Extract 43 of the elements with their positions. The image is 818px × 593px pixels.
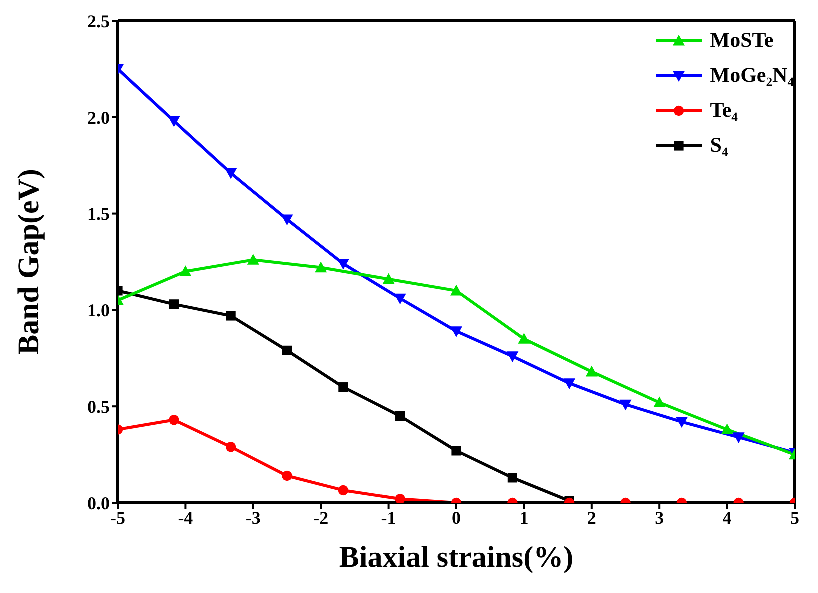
- x-tick-label: 5: [790, 508, 800, 528]
- y-tick-label: 1.0: [88, 300, 110, 321]
- point: [506, 352, 519, 362]
- point: [281, 214, 294, 226]
- y-tick-label: 0.5: [88, 396, 110, 417]
- y-tick-label: 2.5: [88, 11, 110, 32]
- point: [169, 300, 179, 310]
- x-tick-label: -4: [178, 508, 194, 528]
- point: [382, 273, 395, 284]
- legend-label: MoSTe: [710, 28, 774, 53]
- point: [564, 378, 576, 390]
- legend-label: Te₄: [710, 98, 738, 123]
- point: [620, 400, 632, 411]
- x-tick-label: -5: [110, 508, 126, 528]
- point: [180, 266, 192, 276]
- x-tick-label: -2: [314, 508, 329, 528]
- point: [315, 262, 328, 273]
- x-tick-label: 3: [655, 508, 664, 528]
- point: [225, 168, 238, 180]
- x-tick-label: 1: [520, 508, 529, 528]
- legend-label: MoGe₂N₄: [710, 63, 794, 88]
- point: [450, 326, 462, 338]
- point: [450, 284, 462, 296]
- y-tick-label: 2.0: [88, 108, 110, 128]
- y-tick-label: 0.0: [88, 493, 110, 514]
- legend-label: S₄: [710, 133, 728, 158]
- point: [586, 366, 598, 377]
- x-tick-label: -3: [246, 508, 261, 528]
- point: [394, 294, 406, 305]
- point: [247, 254, 260, 265]
- point: [338, 382, 348, 392]
- point: [518, 333, 530, 344]
- x-tick-label: 4: [722, 508, 732, 528]
- point: [282, 346, 292, 356]
- y-tick-label: 1.5: [88, 204, 110, 224]
- x-tick-label: -1: [381, 508, 396, 528]
- point: [226, 311, 236, 321]
- y-axis-title: Band Gap(eV): [12, 169, 46, 355]
- x-axis-title: Biaxial strains(%): [339, 541, 574, 574]
- point: [168, 116, 180, 128]
- point: [654, 396, 666, 408]
- x-tick-label: 0: [452, 508, 461, 528]
- x-tick-label: 2: [587, 508, 596, 528]
